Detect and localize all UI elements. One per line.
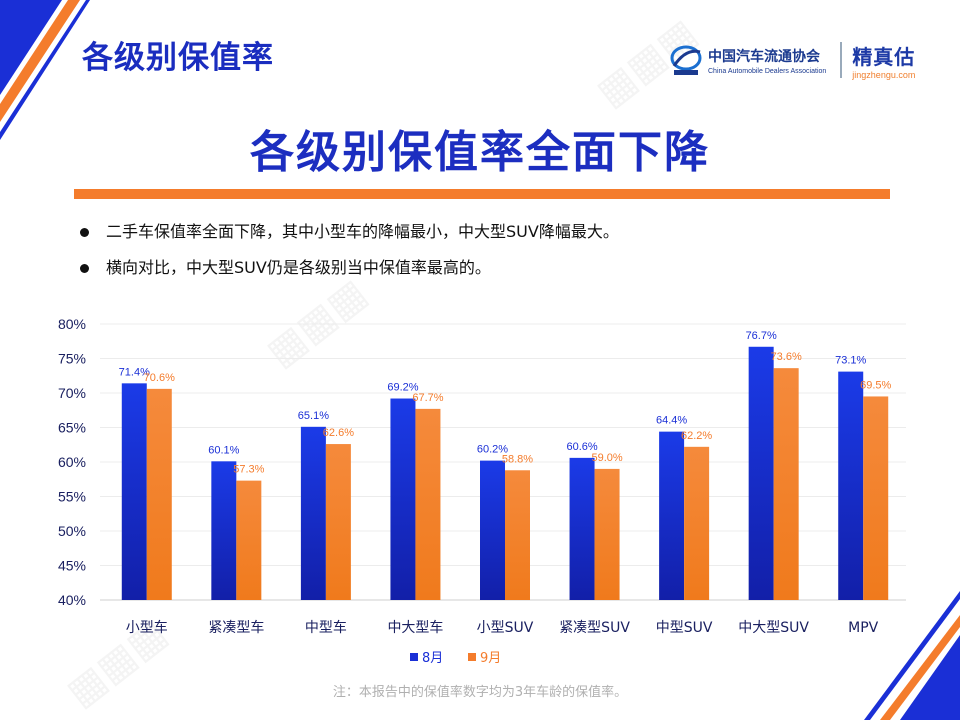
bar	[748, 346, 774, 600]
data-label: 69.2%	[387, 382, 418, 394]
logo-group: 中国汽车流通协会 China Automobile Dealers Associ…	[668, 40, 915, 80]
data-label: 69.5%	[860, 379, 891, 391]
data-label: 67.7%	[412, 392, 443, 404]
x-tick-label: 小型SUV	[477, 620, 534, 636]
data-label: 59.0%	[591, 452, 622, 464]
bar	[505, 470, 530, 600]
legend-label: 9月	[480, 651, 501, 666]
x-tick-label: 中大型SUV	[738, 620, 809, 636]
bar	[594, 468, 620, 600]
data-label: 60.2%	[477, 444, 508, 456]
bar	[390, 398, 416, 600]
x-tick-label: 紧凑型车	[208, 619, 264, 636]
bar	[838, 371, 864, 600]
data-label: 76.7%	[746, 330, 777, 342]
bar	[684, 446, 710, 600]
y-tick-label: 70%	[58, 385, 86, 401]
legend-swatch	[410, 653, 418, 661]
bottom-right-corner-stripes	[864, 591, 960, 720]
cada-logo-en: China Automobile Dealers Association	[708, 67, 827, 75]
cada-logo-cn: 中国汽车流通协会	[708, 48, 820, 65]
bullet-item: 横向对比，中大型SUV仍是各级别当中保值率最高的。	[78, 256, 619, 292]
bar	[773, 368, 799, 600]
bar	[121, 383, 147, 600]
logo-divider	[840, 42, 843, 78]
y-tick-label: 55%	[58, 489, 86, 505]
data-label: 62.2%	[681, 430, 712, 442]
bar	[480, 460, 505, 600]
data-label: 60.6%	[566, 441, 597, 453]
legend-label: 8月	[422, 651, 443, 666]
y-tick-label: 40%	[58, 592, 86, 608]
x-tick-label: 中大型车	[387, 619, 443, 636]
x-tick-label: 中型车	[305, 619, 347, 636]
headline: 各级别保值率全面下降	[250, 127, 710, 178]
data-label: 73.6%	[771, 351, 802, 363]
bar	[415, 408, 441, 600]
data-label: 70.6%	[144, 372, 175, 384]
y-tick-label: 80%	[58, 316, 86, 332]
jzg-logo-en: jingzhengu.com	[852, 69, 916, 80]
legend-swatch	[468, 653, 476, 661]
y-tick-label: 65%	[58, 420, 86, 436]
y-tick-label: 50%	[58, 523, 86, 539]
x-tick-label: 紧凑型SUV	[559, 619, 630, 636]
x-tick-label: 中型SUV	[656, 620, 713, 636]
bar	[863, 396, 889, 600]
y-tick-label: 45%	[58, 558, 86, 574]
bar	[569, 457, 595, 600]
bullet-dot-icon	[80, 228, 89, 237]
orange-divider	[74, 189, 890, 199]
jzg-logo-cn: 精真估	[852, 44, 916, 69]
y-tick-label: 60%	[58, 454, 86, 470]
x-tick-label: 小型车	[126, 619, 168, 636]
cada-logo-icon	[670, 45, 702, 75]
bar	[236, 480, 262, 600]
data-label: 71.4%	[119, 366, 150, 378]
page-title: 各级别保值率	[82, 40, 274, 76]
data-label: 57.3%	[233, 464, 264, 476]
y-tick-label: 75%	[58, 351, 86, 367]
x-tick-label: MPV	[848, 620, 879, 636]
data-label: 64.4%	[656, 415, 687, 427]
bar	[300, 426, 326, 600]
bar	[146, 388, 172, 600]
data-label: 65.1%	[298, 410, 329, 422]
data-label: 60.1%	[208, 444, 239, 456]
bullet-item: 二手车保值率全面下降，其中小型车的降幅最小，中大型SUV降幅最大。	[78, 220, 619, 256]
bullet-dot-icon	[80, 264, 89, 273]
bullet-text: 横向对比，中大型SUV仍是各级别当中保值率最高的。	[106, 258, 491, 277]
data-label: 58.8%	[502, 453, 533, 465]
data-label: 62.6%	[323, 427, 354, 439]
bar	[659, 431, 685, 600]
footnote: 注：本报告中的保值率数字均为3年车龄的保值率。	[332, 685, 628, 700]
bullet-text: 二手车保值率全面下降，其中小型车的降幅最小，中大型SUV降幅最大。	[106, 222, 619, 241]
data-label: 73.1%	[835, 355, 866, 367]
bar	[325, 444, 351, 600]
bar	[211, 461, 237, 600]
bullet-list: 二手车保值率全面下降，其中小型车的降幅最小，中大型SUV降幅最大。 横向对比，中…	[78, 220, 619, 292]
top-left-corner-stripes	[0, 0, 90, 140]
